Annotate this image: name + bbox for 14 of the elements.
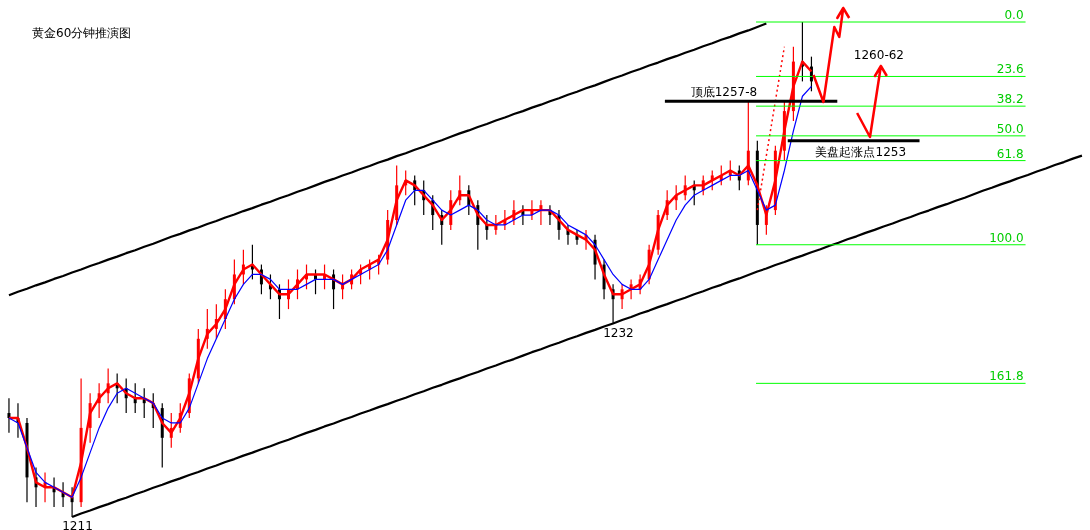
annotation: 100.0 (989, 230, 1024, 245)
ref-line-label: 美盘起涨点1253 (815, 144, 907, 159)
annotation: 1211 (62, 519, 93, 530)
annotation: 23.6 (996, 62, 1024, 77)
candlestick (7, 397, 11, 434)
chart-title: 黄金60分钟推演图 (32, 26, 132, 40)
annotation: 161.8 (989, 369, 1024, 384)
annotation: 1260-62 (853, 48, 904, 62)
annotation: 0.0 (1004, 8, 1024, 22)
annotation: 61.8 (996, 146, 1024, 161)
annotation: 1232 (603, 325, 634, 340)
annotation: 38.2 (996, 92, 1024, 107)
ref-line-label: 顶底1257-8 (690, 85, 758, 100)
annotation: 50.0 (996, 121, 1024, 136)
